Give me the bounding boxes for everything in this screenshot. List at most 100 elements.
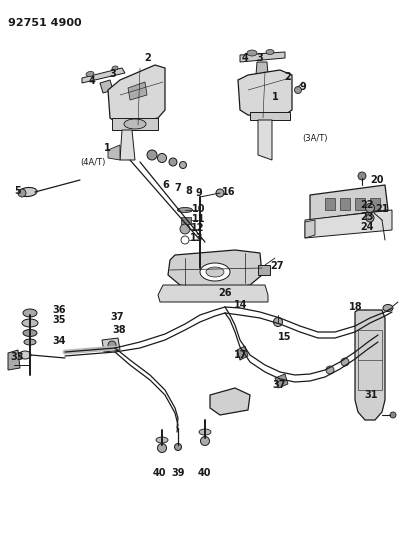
Ellipse shape [357,172,365,180]
Polygon shape [8,350,20,370]
Text: 12: 12 [190,223,204,233]
Ellipse shape [365,214,373,222]
Text: 36: 36 [52,305,65,315]
Polygon shape [255,62,267,75]
Text: 40: 40 [153,468,166,478]
Ellipse shape [382,304,392,311]
Ellipse shape [198,429,211,435]
Bar [257,265,269,275]
Bar [354,198,364,210]
Ellipse shape [147,150,157,160]
Text: 3: 3 [255,53,262,63]
Ellipse shape [294,86,301,93]
Ellipse shape [108,341,116,349]
Circle shape [180,236,188,244]
Text: 20: 20 [369,175,383,185]
Ellipse shape [157,154,166,163]
Polygon shape [108,145,120,160]
Polygon shape [209,388,249,415]
Polygon shape [112,118,158,130]
Text: 39: 39 [170,468,184,478]
Text: 27: 27 [269,261,283,271]
Text: 40: 40 [198,468,211,478]
Text: 33: 33 [10,352,23,362]
Ellipse shape [340,358,348,366]
Text: 23: 23 [359,212,373,222]
Text: 2: 2 [283,72,290,82]
Polygon shape [304,210,391,238]
Bar [339,198,349,210]
Text: 21: 21 [374,204,387,214]
Bar [180,217,190,224]
Text: 15: 15 [277,332,291,342]
Text: 3: 3 [109,69,115,79]
Ellipse shape [156,437,168,443]
Text: 37: 37 [110,312,123,322]
Ellipse shape [124,119,146,129]
Text: 9: 9 [299,82,306,92]
Polygon shape [257,120,271,160]
Polygon shape [274,374,287,388]
Ellipse shape [24,339,36,345]
Ellipse shape [200,437,209,446]
Polygon shape [102,338,120,352]
Ellipse shape [157,443,166,453]
Polygon shape [158,285,267,302]
Text: (4A/T): (4A/T) [80,158,105,167]
Text: 92751 4900: 92751 4900 [8,18,81,28]
Polygon shape [168,250,261,290]
Text: 7: 7 [174,183,180,193]
Ellipse shape [86,71,94,77]
Text: 26: 26 [217,288,231,298]
Text: 4: 4 [241,53,248,63]
Text: (3A/T): (3A/T) [301,134,327,143]
Polygon shape [237,346,247,360]
Text: 34: 34 [52,336,65,346]
Polygon shape [120,130,135,160]
Polygon shape [128,82,147,100]
Polygon shape [249,112,289,120]
Circle shape [180,224,190,234]
Ellipse shape [177,207,192,213]
Text: 6: 6 [162,180,168,190]
Text: 22: 22 [359,200,373,210]
Ellipse shape [246,50,256,56]
Text: 2: 2 [144,53,150,63]
Ellipse shape [23,309,37,317]
Ellipse shape [200,263,229,281]
Polygon shape [354,310,384,420]
Bar [369,198,379,210]
Text: 37: 37 [271,380,285,390]
Text: 14: 14 [233,300,247,310]
Text: 9: 9 [196,188,202,198]
Polygon shape [82,68,125,83]
Text: 8: 8 [184,186,191,196]
Text: 4: 4 [89,76,95,86]
Text: 18: 18 [348,302,362,312]
Text: 35: 35 [52,315,65,325]
Text: 16: 16 [221,187,235,197]
Text: 13: 13 [190,233,203,243]
Ellipse shape [22,319,38,327]
Polygon shape [108,65,164,125]
Ellipse shape [265,50,273,54]
Ellipse shape [205,267,223,277]
Text: 1: 1 [271,92,278,102]
Polygon shape [237,70,291,118]
Ellipse shape [365,204,374,213]
Text: 17: 17 [233,350,247,360]
Ellipse shape [179,161,186,168]
Ellipse shape [19,351,31,359]
Text: 24: 24 [359,222,373,232]
Polygon shape [304,220,314,238]
Text: 10: 10 [192,204,205,214]
Ellipse shape [168,158,176,166]
Ellipse shape [23,329,37,336]
Bar [324,198,334,210]
Ellipse shape [273,318,282,327]
Text: 1: 1 [104,143,110,153]
Polygon shape [239,52,284,62]
Ellipse shape [19,188,37,197]
Text: 5: 5 [14,186,21,196]
Ellipse shape [325,366,333,374]
